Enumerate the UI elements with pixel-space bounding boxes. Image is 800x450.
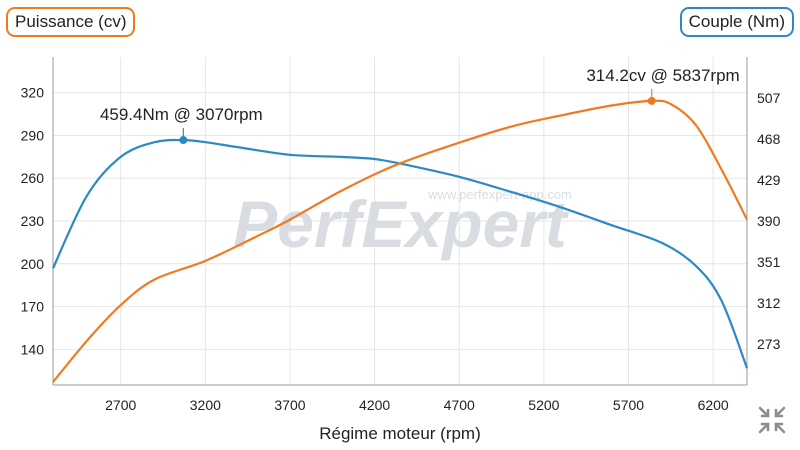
y-left-tick-label: 140	[21, 341, 45, 357]
series	[52, 88, 749, 383]
y-left-tick-label: 290	[21, 127, 45, 143]
x-tick-label: 3700	[274, 397, 305, 413]
y-right-tick-label: 312	[757, 295, 781, 311]
torque-peak-label: 459.4Nm @ 3070rpm	[100, 105, 263, 124]
x-tick-label: 6200	[698, 397, 729, 413]
collapse-arrows-icon[interactable]	[756, 404, 788, 436]
x-tick-label: 5200	[528, 397, 559, 413]
axes	[52, 57, 748, 386]
y-left-tick-label: 170	[21, 299, 45, 315]
y-right-tick-label: 429	[757, 172, 781, 188]
y-right-tick-label: 468	[757, 131, 781, 147]
power-peak-label: 314.2cv @ 5837rpm	[586, 66, 739, 85]
watermark: PerfExpert www.perfexpert-app.com	[233, 187, 572, 261]
power-peak-marker	[647, 96, 656, 105]
y-left-tick-label: 320	[21, 85, 45, 101]
grid	[53, 57, 747, 385]
x-tick-label: 4700	[444, 397, 475, 413]
x-tick-label: 4200	[359, 397, 390, 413]
tick-labels: 2700 3200 3700 4200 4700 5200 5700 6200 140 170 20…	[21, 66, 781, 413]
torque-peak-marker	[179, 136, 188, 145]
y-left-tick-label: 200	[21, 256, 45, 272]
x-tick-label: 5700	[613, 397, 644, 413]
y-right-tick-label: 273	[757, 336, 781, 352]
torque-axis-badge[interactable]: Couple (Nm)	[679, 7, 794, 37]
power-axis-badge[interactable]: Puissance (cv)	[6, 7, 136, 37]
torque-curve	[52, 138, 749, 369]
y-right-tick-label: 390	[757, 213, 781, 229]
y-right-tick-label: 351	[757, 254, 781, 270]
power-curve	[52, 99, 748, 383]
x-tick-label: 3200	[190, 397, 221, 413]
y-left-tick-label: 260	[21, 170, 45, 186]
y-left-tick-label: 230	[21, 213, 45, 229]
x-axis-title: Régime moteur (rpm)	[319, 424, 481, 443]
watermark-logo: PerfExpert	[233, 187, 570, 261]
y-right-tick-label: 507	[757, 90, 781, 106]
x-tick-label: 2700	[105, 397, 136, 413]
